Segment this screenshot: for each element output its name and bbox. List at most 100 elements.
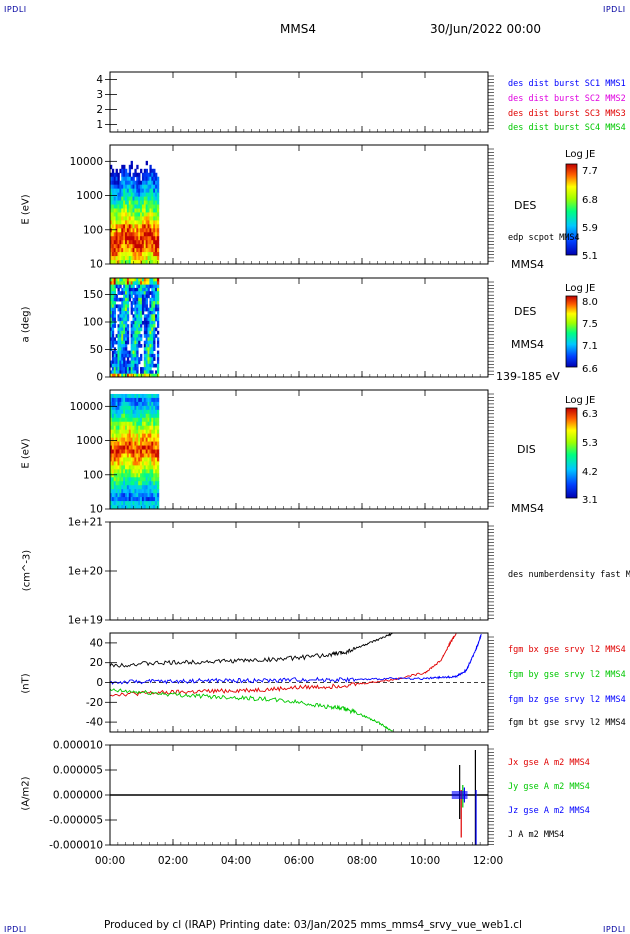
heatmap-cell bbox=[123, 228, 126, 233]
heatmap-cell bbox=[151, 501, 154, 506]
heatmap-cell bbox=[147, 373, 150, 378]
heatmap-cell bbox=[110, 164, 113, 170]
heatmap-cell bbox=[123, 421, 126, 427]
heatmap-cell bbox=[153, 311, 156, 315]
heatmap-cell bbox=[143, 413, 147, 419]
heatmap-cell bbox=[113, 497, 117, 502]
heatmap-cell bbox=[119, 212, 122, 217]
heatmap-cell bbox=[145, 284, 148, 289]
heatmap-cell bbox=[147, 224, 150, 229]
heatmap-cell bbox=[134, 393, 137, 399]
heatmap-cell bbox=[136, 461, 139, 466]
heatmap-cell bbox=[117, 200, 120, 205]
heatmap-cell bbox=[143, 172, 147, 178]
heatmap-cell bbox=[141, 401, 145, 407]
heatmap-cell bbox=[123, 311, 126, 315]
heatmap-cell bbox=[121, 291, 124, 295]
heatmap-cell bbox=[147, 228, 150, 233]
heatmap-cell bbox=[145, 248, 148, 253]
heatmap-cell bbox=[141, 370, 145, 375]
heatmap-cell bbox=[134, 340, 137, 345]
heatmap-cell bbox=[132, 477, 135, 482]
heatmap-cell bbox=[151, 497, 154, 502]
heatmap-cell bbox=[134, 281, 137, 285]
heatmap-cell bbox=[153, 200, 156, 205]
heatmap-cell bbox=[147, 256, 150, 261]
heatmap-cell bbox=[140, 469, 143, 474]
heatmap-cell bbox=[155, 204, 158, 209]
heatmap-cell bbox=[149, 317, 152, 322]
heatmap-cell bbox=[134, 401, 137, 407]
heatmap-cell bbox=[115, 284, 118, 289]
heatmap-cell bbox=[121, 401, 124, 407]
heatmap-cell bbox=[136, 291, 139, 295]
heatmap-cell bbox=[156, 196, 160, 201]
heatmap-cell bbox=[110, 327, 113, 332]
y-tick-label: 0.000010 bbox=[53, 740, 103, 752]
heatmap-cell bbox=[156, 350, 160, 355]
heatmap-cell bbox=[134, 344, 137, 348]
heatmap-cell bbox=[132, 228, 135, 233]
heatmap-cell bbox=[147, 340, 150, 345]
heatmap-cell bbox=[138, 433, 141, 438]
heatmap-cell bbox=[138, 314, 141, 318]
heatmap-cell bbox=[140, 401, 143, 407]
heatmap-cell bbox=[126, 481, 130, 486]
heatmap-cell bbox=[110, 311, 113, 315]
heatmap-cell bbox=[130, 457, 133, 462]
heatmap-cell bbox=[145, 397, 148, 403]
heatmap-cell bbox=[117, 337, 120, 342]
heatmap-cell bbox=[119, 393, 122, 399]
heatmap-cell bbox=[136, 477, 139, 482]
heatmap-cell bbox=[151, 260, 154, 265]
heatmap-cell bbox=[156, 224, 160, 229]
heatmap-cell bbox=[110, 505, 113, 510]
heatmap-cell bbox=[126, 317, 130, 322]
heatmap-cell bbox=[149, 256, 152, 261]
heatmap-cell bbox=[136, 281, 139, 285]
heatmap-cell bbox=[156, 413, 160, 419]
heatmap-cell bbox=[125, 445, 128, 450]
heatmap-cell bbox=[132, 401, 135, 407]
heatmap-cell bbox=[145, 176, 148, 182]
heatmap-cell bbox=[136, 172, 139, 178]
heatmap-cell bbox=[119, 340, 122, 345]
heatmap-cell bbox=[110, 409, 113, 415]
heatmap-cell bbox=[138, 176, 141, 182]
heatmap-cell bbox=[140, 453, 143, 458]
heatmap-cell bbox=[134, 337, 137, 342]
heatmap-cell bbox=[121, 344, 124, 348]
heatmap-cell bbox=[134, 360, 137, 365]
heatmap-cell bbox=[126, 216, 130, 221]
heatmap-cell bbox=[134, 216, 137, 221]
heatmap-cell bbox=[145, 413, 148, 419]
heatmap-cell bbox=[132, 360, 135, 365]
heatmap-cell bbox=[140, 441, 143, 446]
heatmap-cell bbox=[136, 505, 139, 510]
heatmap-cell bbox=[140, 397, 143, 403]
heatmap-cell bbox=[140, 220, 143, 225]
heatmap-cell bbox=[125, 287, 128, 292]
heatmap-cell bbox=[143, 417, 147, 423]
heatmap-cell bbox=[123, 208, 126, 213]
heatmap-cell bbox=[141, 192, 145, 197]
heatmap-cell bbox=[143, 481, 147, 486]
heatmap-cell bbox=[156, 485, 160, 490]
heatmap-cell bbox=[151, 493, 154, 498]
heatmap-cell bbox=[125, 294, 128, 299]
heatmap-cell bbox=[143, 465, 147, 470]
heatmap-cell bbox=[121, 196, 124, 201]
heatmap-cell bbox=[128, 485, 132, 490]
heatmap-cell bbox=[110, 172, 113, 178]
heatmap-cell bbox=[115, 294, 118, 299]
heatmap-cell bbox=[111, 473, 115, 478]
heatmap-cell bbox=[123, 287, 126, 292]
heatmap-cell bbox=[121, 409, 124, 415]
heatmap-cell bbox=[119, 501, 122, 506]
heatmap-cell bbox=[134, 200, 137, 205]
heatmap-cell bbox=[128, 465, 132, 470]
heatmap-cell bbox=[110, 453, 113, 458]
heatmap-cell bbox=[130, 330, 133, 335]
heatmap-cell bbox=[125, 314, 128, 318]
heatmap-cell bbox=[113, 307, 117, 312]
